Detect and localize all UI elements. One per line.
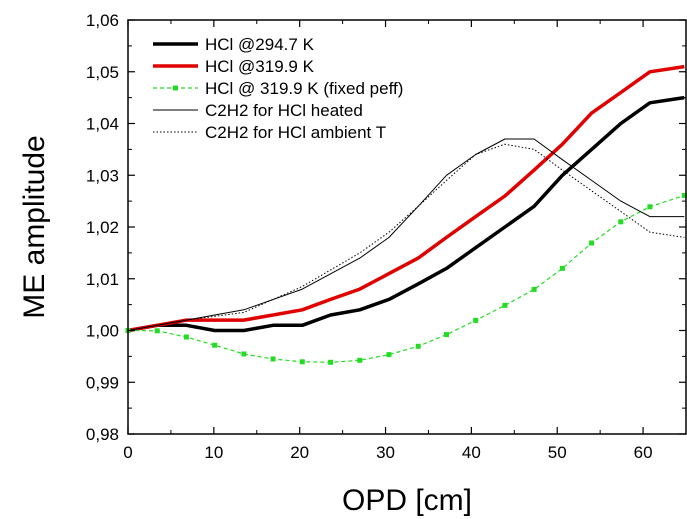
y-tick-label: 0,98 bbox=[86, 425, 119, 444]
data-point bbox=[183, 334, 189, 340]
data-point bbox=[559, 265, 565, 271]
legend-label: HCl @294.7 K bbox=[205, 35, 315, 54]
y-tick-label: 0,99 bbox=[86, 373, 119, 392]
legend-item: C2H2 for HCl ambient T bbox=[153, 123, 386, 142]
series-line-2 bbox=[127, 194, 685, 363]
legend-label: C2H2 for HCl ambient T bbox=[205, 123, 386, 142]
x-tick-label: 60 bbox=[634, 443, 653, 462]
legend-label: C2H2 for HCl heated bbox=[205, 101, 363, 120]
legend-label: HCl @319.9 K bbox=[205, 57, 315, 76]
y-axis-title: ME amplitude bbox=[18, 135, 51, 318]
legend-item: HCl @319.9 K bbox=[153, 57, 315, 76]
series-line-1 bbox=[127, 64, 685, 333]
x-tick-label: 0 bbox=[123, 443, 132, 462]
x-tick-label: 10 bbox=[204, 443, 223, 462]
y-tick-label: 1,01 bbox=[86, 270, 119, 289]
x-tick-label: 30 bbox=[376, 443, 395, 462]
legend-item: HCl @ 319.9 K (fixed peff) bbox=[153, 79, 403, 98]
y-tick-label: 1,04 bbox=[86, 115, 119, 134]
x-tick-label: 40 bbox=[462, 443, 481, 462]
x-tick-label: 20 bbox=[290, 443, 309, 462]
series-line-3 bbox=[127, 138, 685, 331]
data-point bbox=[154, 328, 160, 334]
x-axis-title: OPD [cm] bbox=[342, 484, 472, 517]
data-point bbox=[357, 357, 363, 363]
legend-item: HCl @294.7 K bbox=[153, 35, 315, 54]
y-axis: 0,98 0,99 1,00 1,01 1,02 1,03 1,04 1,05 1,06 bbox=[86, 11, 686, 444]
series-line-0 bbox=[127, 95, 685, 333]
data-point bbox=[444, 332, 449, 338]
y-tick-label: 1,06 bbox=[86, 11, 119, 30]
y-tick-label: 1,02 bbox=[86, 218, 119, 237]
legend-label: HCl @ 319.9 K (fixed peff) bbox=[205, 79, 403, 98]
data-point bbox=[647, 204, 653, 210]
legend-marker bbox=[173, 85, 178, 91]
data-point bbox=[473, 317, 479, 323]
y-tick-label: 1,00 bbox=[86, 322, 119, 341]
data-point bbox=[589, 240, 595, 246]
y-tick-label: 1,03 bbox=[86, 166, 119, 185]
data-point bbox=[299, 359, 305, 365]
data-point bbox=[502, 302, 508, 308]
legend: HCl @294.7 K HCl @319.9 K HCl @ 319.9 K (f… bbox=[153, 35, 403, 142]
legend-item: C2H2 for HCl heated bbox=[153, 101, 363, 120]
plot-lines bbox=[127, 64, 685, 363]
data-point bbox=[618, 219, 624, 225]
data-point bbox=[241, 351, 247, 357]
data-point bbox=[531, 286, 537, 292]
series-line-4 bbox=[127, 143, 685, 331]
data-point bbox=[328, 359, 334, 365]
data-point bbox=[386, 352, 392, 358]
x-axis: 0 10 20 30 40 50 60 bbox=[123, 20, 653, 462]
data-point bbox=[681, 192, 687, 198]
x-tick-label: 50 bbox=[548, 443, 567, 462]
data-point bbox=[415, 343, 421, 349]
y-tick-label: 1,05 bbox=[86, 63, 119, 82]
data-point bbox=[212, 342, 218, 348]
data-point bbox=[270, 356, 276, 362]
